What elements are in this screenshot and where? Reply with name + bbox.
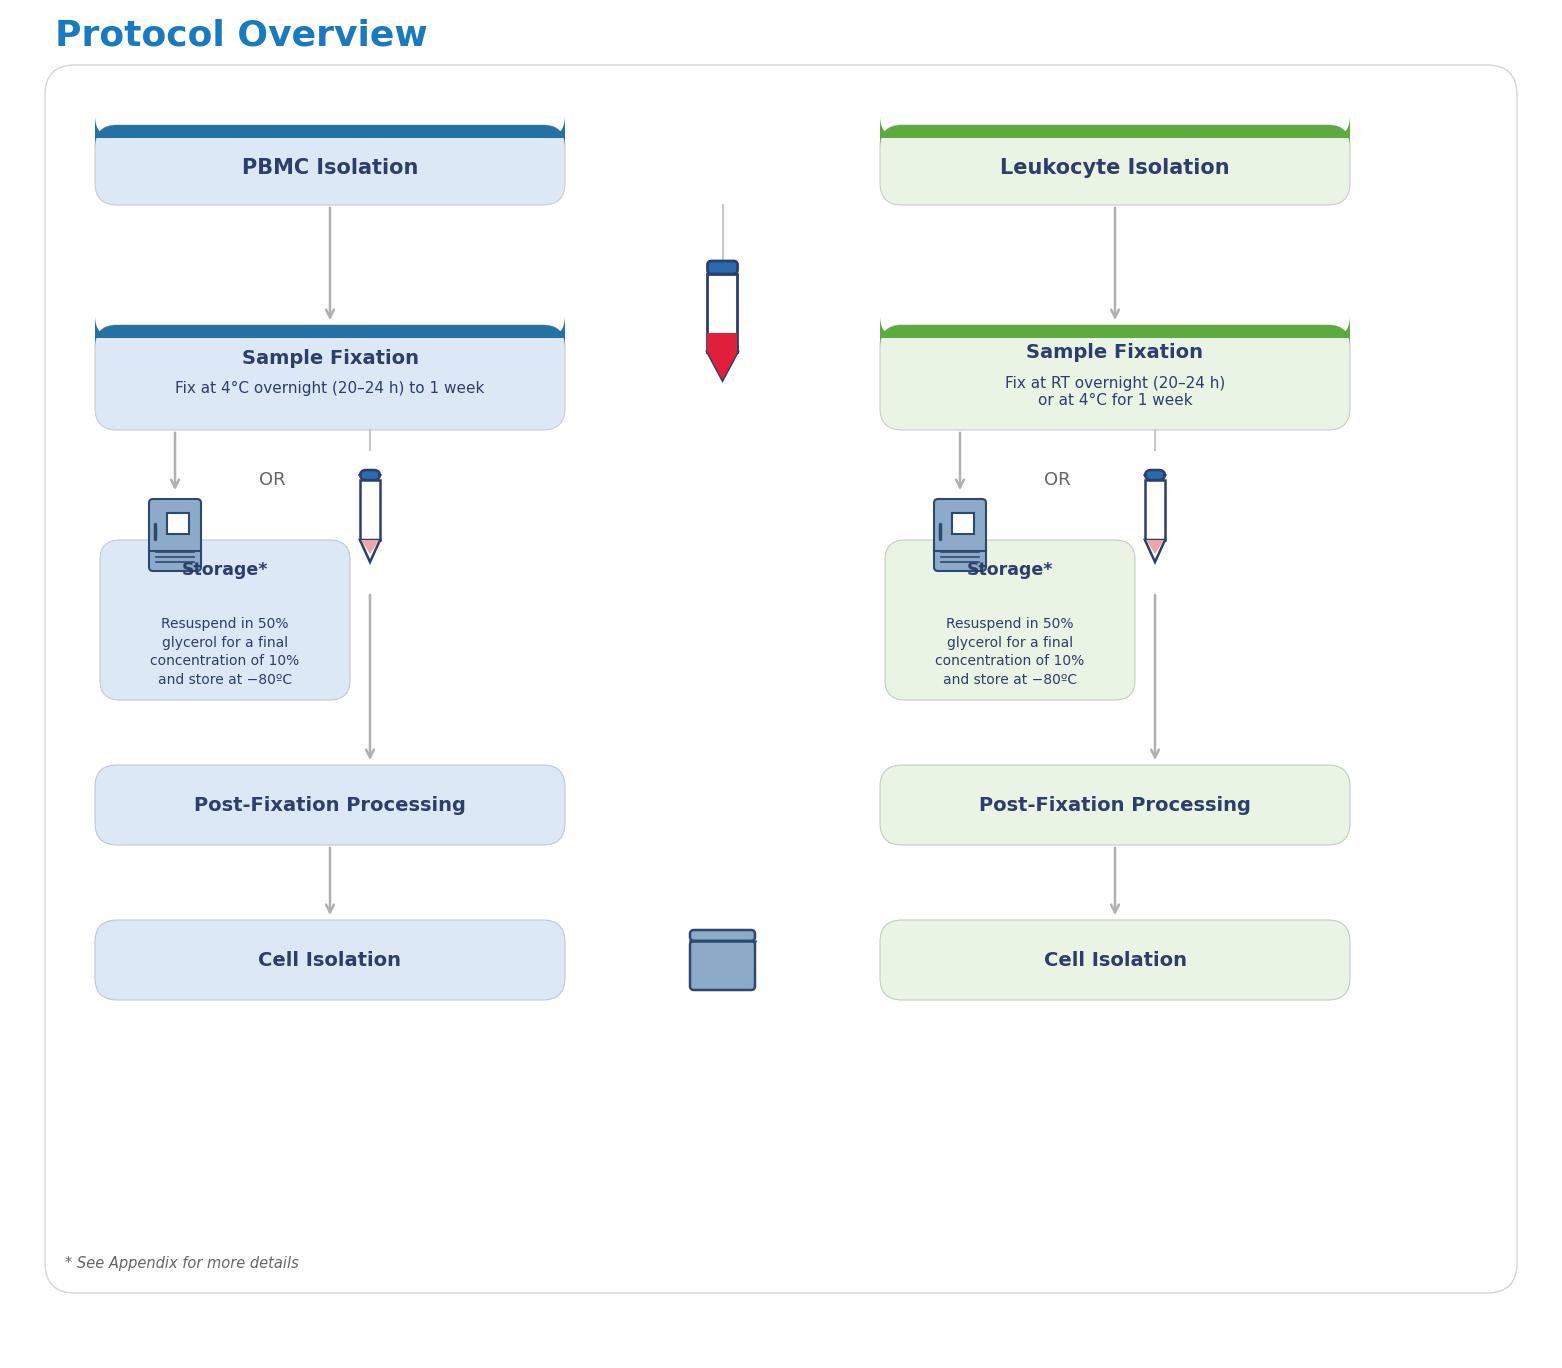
Text: Storage*: Storage* [181, 561, 269, 579]
Bar [708, 274, 737, 352]
Bar [879, 131, 1350, 138]
FancyBboxPatch shape [359, 471, 380, 480]
Text: Storage*: Storage* [967, 561, 1053, 579]
FancyBboxPatch shape [879, 116, 1350, 146]
Bar [95, 331, 565, 338]
Bar [953, 513, 975, 534]
Text: Post-Fixation Processing: Post-Fixation Processing [979, 796, 1251, 814]
Text: PBMC Isolation: PBMC Isolation [242, 157, 419, 178]
Bar [1145, 480, 1165, 540]
Text: Cell Isolation: Cell Isolation [1043, 951, 1187, 970]
Polygon shape [1147, 540, 1164, 554]
Text: Protocol Overview: Protocol Overview [55, 18, 428, 52]
FancyBboxPatch shape [95, 765, 565, 845]
Text: Fix at 4°C overnight (20–24 h) to 1 week: Fix at 4°C overnight (20–24 h) to 1 week [175, 380, 484, 395]
Text: Resuspend in 50%
glycerol for a final
concentration of 10%
and store at −80ºC: Resuspend in 50% glycerol for a final co… [936, 617, 1084, 688]
Text: Post-Fixation Processing: Post-Fixation Processing [194, 796, 465, 814]
Text: Cell Isolation: Cell Isolation [258, 951, 401, 970]
FancyBboxPatch shape [690, 930, 754, 941]
Bar [359, 480, 380, 540]
Text: OR: OR [1043, 471, 1072, 488]
Text: Fix at RT overnight (20–24 h)
or at 4°C for 1 week: Fix at RT overnight (20–24 h) or at 4°C … [1004, 376, 1225, 408]
FancyBboxPatch shape [95, 326, 565, 430]
Polygon shape [361, 540, 380, 554]
FancyBboxPatch shape [879, 921, 1350, 1000]
Bar [879, 331, 1350, 338]
FancyBboxPatch shape [95, 116, 565, 146]
FancyBboxPatch shape [886, 540, 1136, 700]
FancyBboxPatch shape [879, 124, 1350, 205]
Polygon shape [708, 352, 737, 380]
Bar [708, 332, 737, 352]
FancyBboxPatch shape [95, 316, 565, 347]
FancyBboxPatch shape [100, 540, 350, 700]
FancyBboxPatch shape [45, 66, 1517, 1293]
FancyBboxPatch shape [879, 765, 1350, 845]
FancyBboxPatch shape [934, 499, 986, 570]
Bar [167, 513, 189, 534]
FancyBboxPatch shape [95, 124, 565, 205]
Text: Sample Fixation: Sample Fixation [242, 349, 419, 368]
Text: OR: OR [259, 471, 286, 488]
Polygon shape [359, 540, 380, 562]
FancyBboxPatch shape [690, 941, 754, 990]
Polygon shape [1145, 540, 1165, 562]
FancyBboxPatch shape [708, 261, 737, 274]
Polygon shape [708, 352, 737, 380]
Bar [95, 131, 565, 138]
FancyBboxPatch shape [879, 316, 1350, 347]
Text: Resuspend in 50%
glycerol for a final
concentration of 10%
and store at −80ºC: Resuspend in 50% glycerol for a final co… [150, 617, 300, 688]
FancyBboxPatch shape [1145, 471, 1165, 480]
FancyBboxPatch shape [148, 499, 201, 570]
Text: Leukocyte Isolation: Leukocyte Isolation [1000, 157, 1229, 178]
FancyBboxPatch shape [879, 326, 1350, 430]
Text: Sample Fixation: Sample Fixation [1026, 343, 1203, 363]
FancyBboxPatch shape [95, 921, 565, 1000]
Text: * See Appendix for more details: * See Appendix for more details [66, 1256, 298, 1271]
